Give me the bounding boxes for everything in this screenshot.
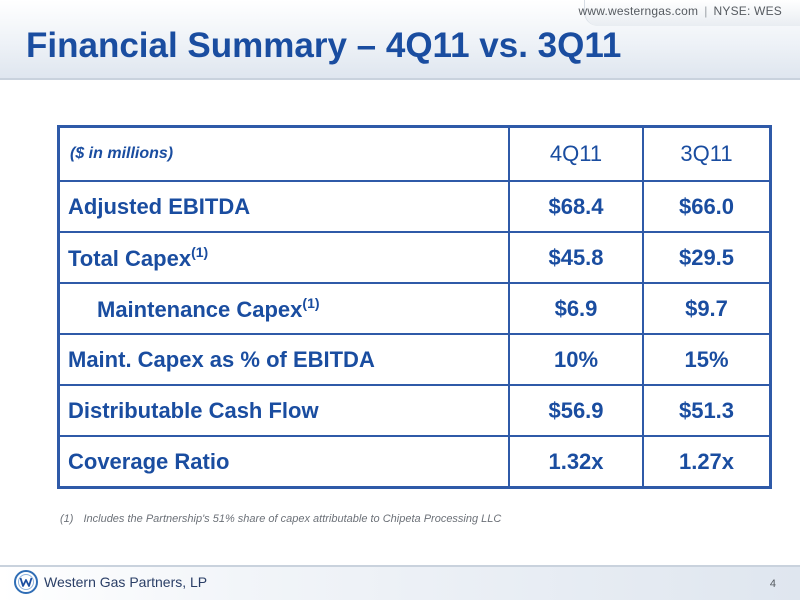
cell-4q11: $6.9 bbox=[508, 282, 644, 335]
cell-3q11: $9.7 bbox=[642, 282, 772, 335]
cell-4q11: $45.8 bbox=[508, 231, 644, 284]
row-label: Maintenance Capex(1) bbox=[57, 282, 510, 335]
footer-divider bbox=[0, 565, 800, 567]
financial-summary-table: ($ in millions) 4Q11 3Q11 Adjusted EBITD… bbox=[57, 125, 772, 489]
cell-4q11: 1.32x bbox=[508, 435, 644, 489]
header-divider bbox=[0, 78, 800, 80]
table-header-row: ($ in millions) 4Q11 3Q11 bbox=[57, 125, 772, 182]
table-row: Distributable Cash Flow $56.9 $51.3 bbox=[57, 384, 772, 437]
units-label: ($ in millions) bbox=[57, 125, 510, 182]
footnote-ref: (1) bbox=[191, 243, 209, 260]
cell-4q11: $68.4 bbox=[508, 180, 644, 233]
company-name: Western Gas Partners, LP bbox=[44, 574, 208, 590]
page-number: 4 bbox=[769, 578, 776, 590]
cell-3q11: $29.5 bbox=[642, 231, 772, 284]
table-row: Coverage Ratio 1.32x 1.27x bbox=[57, 435, 772, 489]
row-label: Maint. Capex as % of EBITDA bbox=[57, 333, 510, 386]
site-info: www.westerngas.com | NYSE: WES bbox=[579, 4, 782, 18]
table-row: Maintenance Capex(1) $6.9 $9.7 bbox=[57, 282, 772, 335]
footnote-mark: (1) bbox=[60, 513, 74, 525]
cell-3q11: 1.27x bbox=[642, 435, 772, 489]
ticker-label: NYSE: WES bbox=[713, 4, 782, 18]
footnote: (1) Includes the Partnership's 51% share … bbox=[60, 513, 501, 525]
footnote-text: Includes the Partnership's 51% share of … bbox=[83, 513, 502, 525]
table-row: Maint. Capex as % of EBITDA 10% 15% bbox=[57, 333, 772, 386]
table-row: Adjusted EBITDA $68.4 $66.0 bbox=[57, 180, 772, 233]
cell-3q11: $66.0 bbox=[642, 180, 772, 233]
top-right-tab bbox=[584, 0, 800, 26]
table-row: Total Capex(1) $45.8 $29.5 bbox=[57, 231, 772, 284]
row-label: Adjusted EBITDA bbox=[57, 180, 510, 233]
cell-3q11: $51.3 bbox=[642, 384, 772, 437]
cell-4q11: $56.9 bbox=[508, 384, 644, 437]
row-label: Coverage Ratio bbox=[57, 435, 510, 489]
row-label: Distributable Cash Flow bbox=[57, 384, 510, 437]
separator: | bbox=[704, 4, 708, 18]
website-link[interactable]: www.westerngas.com bbox=[578, 4, 699, 18]
cell-3q11: 15% bbox=[642, 333, 772, 386]
cell-4q11: 10% bbox=[508, 333, 644, 386]
row-label: Total Capex(1) bbox=[57, 231, 510, 284]
footnote-ref: (1) bbox=[302, 294, 320, 311]
column-header-3q11: 3Q11 bbox=[642, 125, 772, 182]
western-gas-logo-icon bbox=[14, 570, 38, 594]
column-header-4q11: 4Q11 bbox=[508, 125, 644, 182]
slide-title: Financial Summary – 4Q11 vs. 3Q11 bbox=[26, 26, 622, 65]
footer-band bbox=[0, 565, 800, 600]
